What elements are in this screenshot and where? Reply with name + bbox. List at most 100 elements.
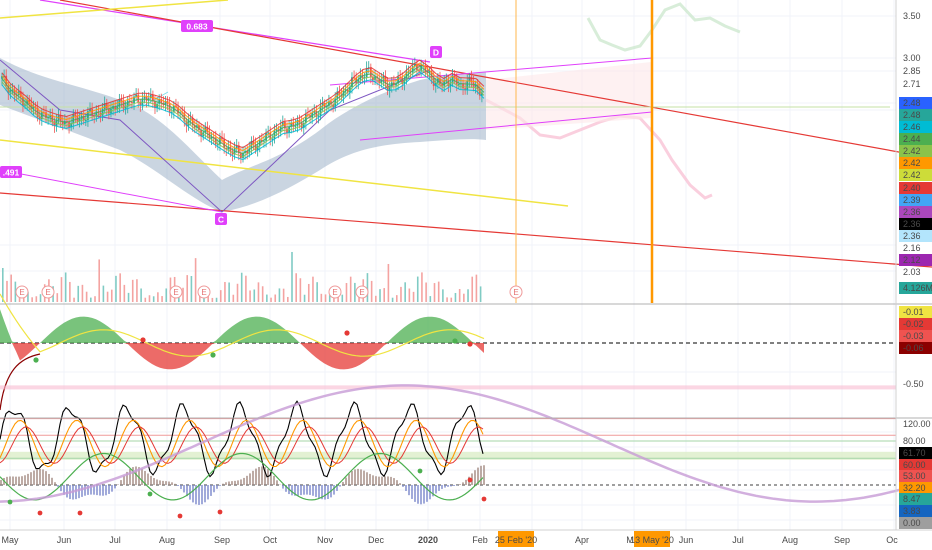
red-trendline-lower [0, 192, 932, 268]
label-d: D [430, 46, 442, 58]
stoch-label-text-5: 32.20 [903, 483, 926, 493]
stoch-cycle-curve [0, 384, 931, 503]
time-axis[interactable]: May Jun Jul Aug Sep Oct Nov Dec 2020 Feb 25 Feb '2… [0, 529, 932, 550]
candle-body-180 [378, 78, 381, 84]
stoch-label-text-6: 8.47 [903, 494, 921, 504]
candle-body-169 [355, 77, 358, 83]
stoch-hist-138 [138, 467, 140, 485]
stoch-hist-21 [21, 476, 23, 485]
stoch-hist-405 [405, 485, 407, 491]
stoch-hist-42 [42, 469, 44, 485]
candle-body-182 [382, 76, 385, 80]
stoch-hist-423 [423, 485, 425, 504]
candle-body-4 [9, 90, 12, 94]
stoch-label-text-0: 120.00 [903, 419, 931, 429]
stoch-hist-435 [435, 485, 437, 494]
stoch-hist-459 [459, 484, 461, 485]
stoch-label-bg-2 [899, 447, 932, 459]
volume-bar-60 [127, 292, 130, 302]
volume-bar-56 [119, 273, 121, 302]
candle-body-145 [304, 114, 307, 123]
price-label-12: 2.39 [899, 194, 932, 206]
oscillator-panel[interactable] [0, 293, 896, 411]
candle-body-50 [105, 103, 108, 109]
stoch-hist-387 [387, 476, 389, 485]
candle-body-203 [426, 71, 429, 73]
price-label-bg-19 [899, 282, 932, 294]
time-tick-label-8: 2020 [418, 535, 438, 545]
stoch-hist-165 [165, 481, 167, 485]
stoch-hist-237 [237, 480, 239, 485]
stoch-hist-273 [273, 475, 275, 485]
candle-body-63 [133, 96, 135, 104]
candle-body-83 [175, 105, 177, 108]
price-label-7: 2.44 [899, 133, 932, 145]
candle-body-66 [139, 102, 142, 105]
volume-bar-162 [341, 294, 344, 302]
volume-bar-220 [463, 293, 465, 302]
stoch-hist-18 [18, 476, 20, 485]
stoch-hist-348 [348, 473, 350, 485]
stoch-cross-dot-4 [177, 513, 183, 519]
candle-body-18 [38, 117, 41, 119]
candle-body-140 [294, 125, 297, 127]
time-tick-13: Jun [679, 535, 694, 545]
price-label-text-8: 2.42 [903, 146, 921, 156]
price-label-text-3: 2.71 [903, 79, 921, 89]
price-scale[interactable]: 3.50 3.00 2.85 2.71 2.48 2.48 2.46 2.44 2.42 2.42… [899, 11, 932, 529]
volume-bar-174 [366, 273, 369, 302]
volume-bar-210 [442, 289, 444, 302]
volume-bar-224 [471, 276, 474, 302]
candle-body-198 [416, 63, 418, 71]
stoch-label-bg-7 [899, 505, 932, 517]
candle-body-59 [124, 106, 127, 109]
stoch-hist-414 [414, 485, 416, 502]
candle-body-121 [254, 144, 257, 151]
osc-label-bg-1 [899, 318, 932, 330]
label-0491: .491 [0, 166, 22, 178]
stoch-cross-dot-5 [217, 509, 223, 515]
price-panel[interactable]: E E E E E E E 0.683 .491 C D [0, 0, 932, 303]
candle-body-136 [286, 128, 288, 134]
pink-projection-zone [486, 62, 651, 130]
stoch-hist-246 [246, 475, 248, 485]
stoch-hist-120 [120, 480, 122, 485]
oscillator-cross-dot-0 [33, 357, 39, 363]
stoch-label-text-2: 61.70 [903, 448, 926, 458]
stoch-label-bg-3 [899, 459, 932, 471]
time-tick-label-6: Nov [317, 535, 334, 545]
earnings-marker-label-0: E [19, 288, 24, 297]
candle-body-212 [445, 80, 448, 82]
volume-bar-160 [337, 294, 339, 302]
stoch-hist-183 [183, 485, 185, 493]
stoch-label-8: 0.00 [899, 517, 932, 529]
volume-bar-66 [140, 288, 142, 302]
stoch-hist-228 [228, 481, 230, 485]
stoch-hist-168 [168, 481, 170, 485]
earnings-marker-2 [169, 285, 183, 299]
moving-average-2 [1, 65, 485, 155]
time-tick-label-15: Aug [782, 535, 798, 545]
candle-body-19 [40, 112, 43, 119]
stochastic-panel[interactable] [0, 384, 931, 519]
oscillator-cross-dot-3 [344, 330, 350, 336]
candle-body-165 [346, 89, 349, 93]
volume-bar-136 [287, 296, 289, 302]
stoch-hist-462 [462, 482, 464, 485]
stoch-label-bg-8 [899, 517, 932, 529]
stoch-hist-213 [213, 485, 215, 493]
osc-label-text-1: -0.02 [903, 319, 924, 329]
volume-bar-142 [299, 278, 302, 302]
stoch-cross-dot-1 [37, 510, 43, 516]
volume-bar-140 [295, 273, 297, 302]
stoch-hist-96 [96, 485, 98, 496]
price-label-4: 2.48 [899, 97, 932, 109]
volume-bar-0 [2, 268, 4, 302]
oscillator-cross-dot-1 [140, 337, 146, 343]
stoch-hist-234 [234, 480, 236, 485]
volume-bar-144 [303, 294, 306, 302]
time-tick-label-10: 25 Feb '20 [495, 535, 537, 545]
price-label-8: 2.42 [899, 145, 932, 157]
candle-body-100 [210, 136, 213, 139]
